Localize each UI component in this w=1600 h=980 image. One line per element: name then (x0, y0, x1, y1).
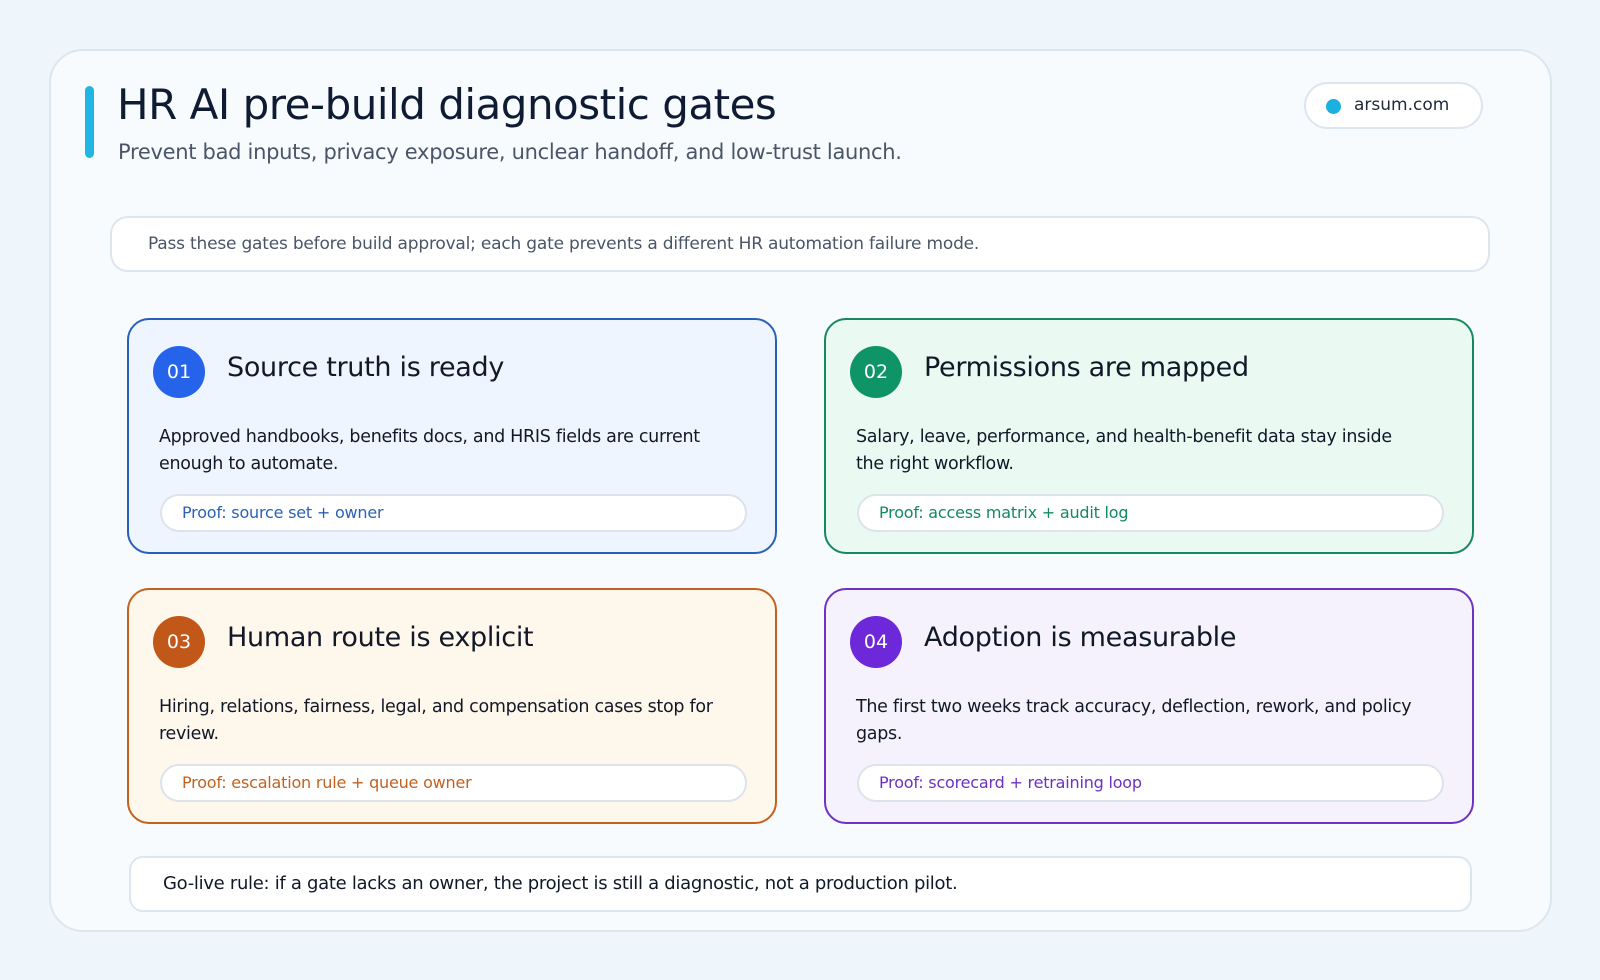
gate-proof: Proof: access matrix + audit log (857, 494, 1444, 532)
gate-body: The first two weeks track accuracy, defl… (856, 697, 1412, 744)
gate-title: Source truth is ready (227, 352, 505, 383)
gate-body: Hiring, relations, fairness, legal, and … (159, 697, 713, 744)
gate-title: Human route is explicit (227, 622, 534, 653)
footer-rule: Go-live rule: if a gate lacks an owner, … (129, 856, 1472, 912)
gate-title: Adoption is measurable (924, 622, 1237, 653)
gate-number: 02 (850, 346, 902, 398)
subtitle: Prevent bad inputs, privacy exposure, un… (118, 140, 902, 164)
gate-body: Salary, leave, performance, and health-b… (856, 427, 1392, 474)
badge-text: arsum.com (1354, 95, 1450, 115)
gate-card: 01 Source truth is ready Approved handbook… (127, 318, 777, 554)
gate-proof: Proof: scorecard + retraining loop (857, 764, 1444, 802)
gate-body: Approved handbooks, benefits docs, and H… (159, 427, 700, 474)
gate-card: 04 Adoption is measurable The first two we… (824, 588, 1474, 824)
gate-title: Permissions are mapped (924, 352, 1249, 383)
gate-number: 03 (153, 616, 205, 668)
gate-proof: Proof: escalation rule + queue owner (160, 764, 747, 802)
intro: Pass these gates before build approval; … (110, 216, 1490, 272)
accent-bar (85, 86, 94, 158)
badge-dot (1326, 99, 1341, 114)
badge[interactable]: arsum.com (1304, 82, 1483, 129)
gate-proof: Proof: source set + owner (160, 494, 747, 532)
title: HR AI pre-build diagnostic gates (117, 80, 777, 129)
gate-number: 04 (850, 616, 902, 668)
gate-number: 01 (153, 346, 205, 398)
gate-card: 03 Human route is explicit Hiring, relatio… (127, 588, 777, 824)
gate-card: 02 Permissions are mapped Salary, leave, p… (824, 318, 1474, 554)
